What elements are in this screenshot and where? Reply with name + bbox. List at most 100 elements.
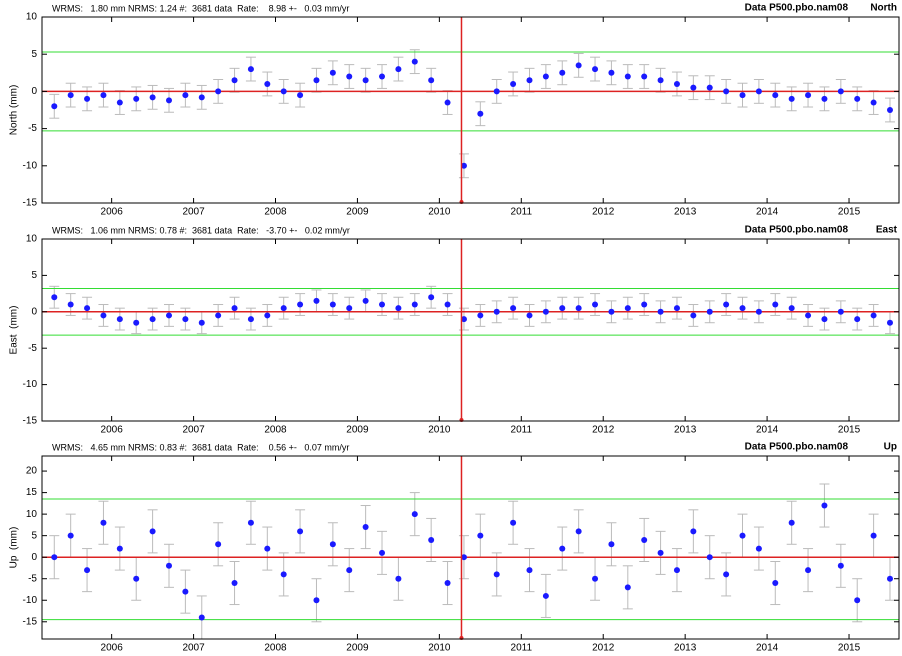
point — [84, 567, 91, 574]
point — [297, 528, 304, 535]
point — [805, 567, 812, 574]
point — [280, 305, 287, 312]
point — [84, 95, 91, 102]
point — [673, 305, 680, 312]
point — [313, 297, 320, 304]
point — [411, 511, 418, 518]
point — [788, 305, 795, 312]
point — [510, 519, 517, 526]
point — [592, 575, 599, 582]
point — [379, 73, 386, 80]
y-tick-label: -10 — [23, 379, 38, 390]
point — [264, 312, 271, 319]
point — [493, 308, 500, 315]
point — [657, 77, 664, 84]
point — [526, 312, 533, 319]
point — [854, 316, 861, 323]
panel-title: Data P500.pbo.nam08 — [745, 3, 849, 14]
y-tick-label: 0 — [31, 306, 37, 317]
y-tick-label: -15 — [23, 416, 38, 427]
point — [739, 532, 746, 539]
x-tick-label: 2008 — [264, 207, 287, 218]
x-tick-label: 2011 — [511, 207, 533, 218]
point — [608, 541, 615, 548]
y-tick-label: 20 — [26, 466, 38, 477]
point — [329, 541, 336, 548]
y-tick-label: -5 — [28, 123, 37, 134]
point — [51, 294, 58, 301]
point — [641, 536, 648, 543]
point — [641, 73, 648, 80]
x-tick-label: 2008 — [264, 643, 287, 654]
x-tick-label: 2009 — [346, 207, 369, 218]
y-tick-label: -15 — [23, 198, 38, 209]
point — [723, 88, 730, 95]
point — [592, 66, 599, 73]
point — [772, 301, 779, 308]
y-axis-label: East (mm) — [9, 306, 20, 355]
x-tick-label: 2006 — [101, 643, 124, 654]
point — [116, 316, 123, 323]
point — [624, 305, 631, 312]
point — [133, 319, 140, 326]
point — [477, 110, 484, 117]
point — [542, 308, 549, 315]
point — [395, 575, 402, 582]
point — [837, 88, 844, 95]
component: Up — [884, 442, 897, 453]
point — [821, 316, 828, 323]
point — [231, 580, 238, 587]
point — [755, 88, 762, 95]
point — [100, 92, 107, 99]
panel-title: Data P500.pbo.nam08 — [745, 225, 849, 236]
component: North — [870, 3, 897, 14]
x-tick-label: 2007 — [182, 643, 205, 654]
point — [788, 519, 795, 526]
point — [313, 77, 320, 84]
point — [198, 319, 205, 326]
point — [247, 519, 254, 526]
header-stats: WRMS: 4.65 mm NRMS: 0.83 #: 3681 data Ra… — [52, 442, 349, 452]
x-tick-label: 2007 — [182, 207, 205, 218]
point — [297, 92, 304, 99]
point — [67, 92, 74, 99]
point — [723, 301, 730, 308]
point — [165, 97, 172, 104]
x-tick-label: 2014 — [756, 207, 779, 218]
point — [837, 308, 844, 315]
point — [346, 567, 353, 574]
x-tick-label: 2015 — [838, 207, 861, 218]
point — [411, 58, 418, 65]
point — [346, 73, 353, 80]
point — [215, 312, 222, 319]
point — [690, 528, 697, 535]
point — [723, 571, 730, 578]
point — [116, 545, 123, 552]
point — [379, 549, 386, 556]
point — [411, 301, 418, 308]
point — [739, 92, 746, 99]
point — [624, 584, 631, 591]
point — [673, 80, 680, 87]
point — [706, 308, 713, 315]
point — [886, 319, 893, 326]
y-tick-label: 10 — [26, 12, 38, 23]
y-axis-label: North (mm) — [9, 85, 20, 136]
point — [755, 545, 762, 552]
plot-area — [42, 285, 899, 336]
point — [231, 305, 238, 312]
x-tick-label: 2012 — [592, 643, 615, 654]
y-tick-label: 15 — [26, 487, 38, 498]
point — [116, 99, 123, 106]
plot-area — [42, 483, 899, 639]
point — [346, 305, 353, 312]
point — [165, 312, 172, 319]
point — [608, 308, 615, 315]
point — [772, 92, 779, 99]
point — [772, 580, 779, 587]
point — [477, 312, 484, 319]
point — [559, 69, 566, 76]
point — [673, 567, 680, 574]
point — [837, 562, 844, 569]
y-tick-label: 10 — [26, 234, 38, 245]
